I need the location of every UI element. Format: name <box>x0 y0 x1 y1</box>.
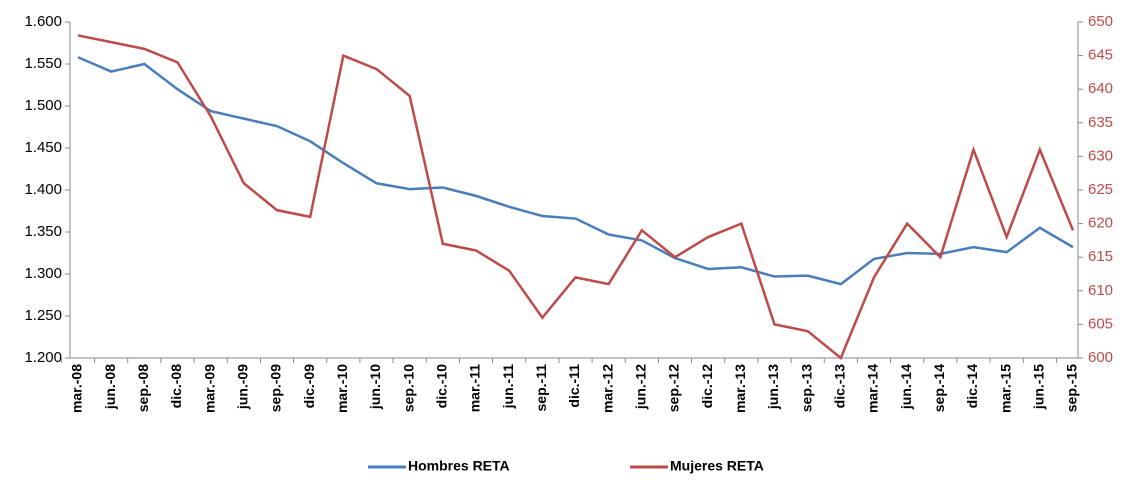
x-tick-label: dic.-09 <box>301 364 317 409</box>
x-tick-label: mar.-15 <box>997 364 1013 413</box>
x-tick-label: sep.-13 <box>798 364 814 412</box>
legend-label: Mujeres RETA <box>670 458 764 474</box>
y2-tick-label: 630 <box>1088 147 1113 164</box>
x-tick-label: dic.-14 <box>964 364 980 409</box>
x-tick-label: mar.-08 <box>69 364 85 413</box>
x-tick-label: dic.-11 <box>566 364 582 408</box>
x-tick-label: mar.-10 <box>334 364 350 413</box>
y2-tick-label: 610 <box>1088 282 1113 299</box>
x-tick-label: sep.-14 <box>931 364 947 412</box>
y2-tick-label: 600 <box>1088 349 1113 366</box>
legend-label: Hombres RETA <box>408 458 510 474</box>
x-tick-label: jun.-08 <box>102 364 118 410</box>
series-line <box>77 56 1074 286</box>
x-tick-label: mar.-13 <box>732 364 748 413</box>
x-tick-label: mar.-12 <box>599 364 615 413</box>
y2-tick-label: 650 <box>1088 13 1113 30</box>
x-tick-label: sep.-11 <box>533 364 549 412</box>
y2-tick-label: 635 <box>1088 114 1113 131</box>
x-tick-label: jun.-14 <box>898 364 914 410</box>
y-tick-label: 1.400 <box>24 181 62 198</box>
y-tick-label: 1.200 <box>24 349 62 366</box>
x-tick-label: sep.-12 <box>666 364 682 412</box>
x-tick-label: jun.-10 <box>367 364 383 410</box>
y-tick-label: 1.500 <box>24 97 62 114</box>
y2-tick-label: 640 <box>1088 80 1113 97</box>
x-tick-label: dic.-12 <box>699 364 715 409</box>
x-tick-label: mar.-11 <box>467 364 483 412</box>
y2-tick-label: 625 <box>1088 181 1113 198</box>
y-tick-label: 1.300 <box>24 265 62 282</box>
y-tick-label: 1.450 <box>24 139 62 156</box>
x-tick-label: jun.-09 <box>235 364 251 410</box>
y2-tick-label: 615 <box>1088 248 1113 265</box>
x-tick-label: sep.-08 <box>135 364 151 412</box>
y-tick-label: 1.250 <box>24 307 62 324</box>
x-tick-label: jun.-13 <box>765 364 781 410</box>
x-tick-label: jun.-11 <box>500 364 516 410</box>
x-tick-label: sep.-15 <box>1064 364 1080 412</box>
y2-tick-label: 620 <box>1088 215 1113 232</box>
x-tick-label: jun.-15 <box>1031 364 1047 410</box>
y-tick-label: 1.350 <box>24 223 62 240</box>
x-tick-label: sep.-09 <box>268 364 284 412</box>
x-tick-label: dic.-08 <box>168 364 184 409</box>
x-tick-label: mar.-09 <box>201 364 217 413</box>
x-tick-label: mar.-14 <box>865 364 881 413</box>
x-tick-label: jun.-12 <box>633 364 649 410</box>
y-tick-label: 1.600 <box>24 13 62 30</box>
x-tick-label: sep.-10 <box>400 364 416 412</box>
y2-tick-label: 605 <box>1088 315 1113 332</box>
y-tick-label: 1.550 <box>24 55 62 72</box>
y2-tick-label: 645 <box>1088 47 1113 64</box>
x-tick-label: dic.-13 <box>832 364 848 409</box>
x-tick-label: dic.-10 <box>434 364 450 409</box>
series-line <box>77 34 1075 361</box>
